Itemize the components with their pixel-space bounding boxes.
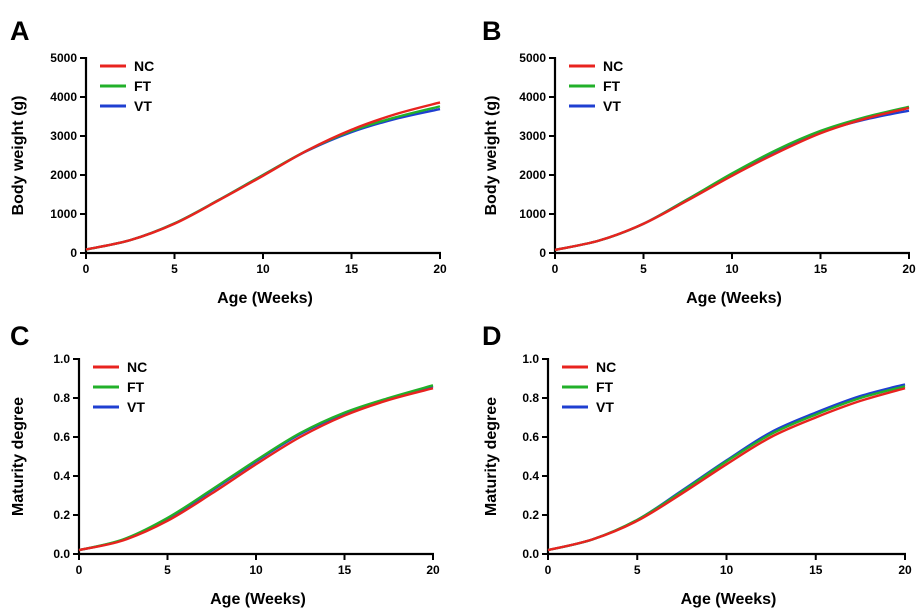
y-tick-label: 4000 (519, 90, 546, 104)
x-axis-title: Age (Weeks) (681, 591, 777, 608)
y-tick-label: 0.6 (53, 430, 70, 444)
panel-letter: B (482, 16, 502, 46)
x-tick-label: 5 (640, 262, 647, 276)
x-tick-label: 10 (720, 563, 734, 577)
x-tick-label: 0 (83, 262, 90, 276)
x-tick-label: 10 (256, 262, 270, 276)
series-line-ft (78, 384, 434, 552)
y-tick-label: 3000 (519, 129, 546, 143)
y-tick-label: 0.8 (53, 391, 70, 405)
y-tick-label: 1.0 (522, 352, 539, 366)
x-tick-label: 5 (164, 563, 171, 577)
y-tick-label: 2000 (50, 168, 77, 182)
panel-a: A 0 1000 2000 3000 4000 5000 0 5 10 15 20 Age (Weeks… (10, 16, 447, 307)
x-tick-label: 15 (338, 563, 352, 577)
series-line-ft (85, 105, 441, 251)
y-tick-label: 0.8 (522, 391, 539, 405)
x-tick-label: 0 (545, 563, 552, 577)
x-axis-title: Age (Weeks) (686, 290, 782, 307)
x-tick-label: 15 (814, 262, 828, 276)
y-tick-label: 2000 (519, 168, 546, 182)
x-tick-label: 20 (902, 262, 916, 276)
x-tick-label: 10 (725, 262, 739, 276)
y-axis-title: Body weight (g) (10, 96, 27, 216)
legend-label-vt: VT (134, 98, 152, 114)
panel-letter: A (10, 16, 30, 46)
panel-letter: C (10, 321, 30, 351)
y-tick-label: 0.6 (522, 430, 539, 444)
legend-label-vt: VT (127, 399, 145, 415)
y-tick-label: 0.2 (53, 508, 70, 522)
y-tick-label: 1.0 (53, 352, 70, 366)
x-axis-title: Age (Weeks) (210, 591, 306, 608)
y-tick-label: 0.4 (522, 469, 539, 483)
panel-c: C 0.0 0.2 0.4 0.6 0.8 1.0 0 5 10 15 20 Age (Weeks) Ma… (10, 321, 440, 608)
y-tick-label: 0.0 (522, 547, 539, 561)
legend-label-nc: NC (127, 359, 147, 375)
x-tick-label: 5 (634, 563, 641, 577)
x-axis-title: Age (Weeks) (217, 290, 313, 307)
y-tick-label: 5000 (519, 51, 546, 65)
y-tick-label: 0.4 (53, 469, 70, 483)
panel-letter: D (482, 321, 502, 351)
legend-label-ft: FT (134, 78, 152, 94)
y-tick-label: 4000 (50, 90, 77, 104)
series-line-vt (554, 109, 910, 252)
series-line-nc (85, 101, 441, 251)
legend-label-ft: FT (603, 78, 621, 94)
legend-label-nc: NC (596, 359, 616, 375)
x-tick-label: 5 (171, 262, 178, 276)
x-tick-label: 10 (249, 563, 263, 577)
y-tick-label: 1000 (519, 207, 546, 221)
legend-label-nc: NC (134, 58, 154, 74)
y-axis-title: Maturity degree (10, 397, 27, 516)
legend-label-vt: VT (596, 399, 614, 415)
panel-d: D 0.0 0.2 0.4 0.6 0.8 1.0 0 5 10 15 20 Age (Weeks) Ma… (482, 321, 912, 608)
series-line-vt (85, 107, 441, 251)
series-line-nc (78, 387, 434, 552)
legend-label-vt: VT (603, 98, 621, 114)
y-tick-label: 5000 (50, 51, 77, 65)
y-tick-label: 0 (70, 246, 77, 260)
y-tick-label: 0 (539, 246, 546, 260)
legend-label-ft: FT (596, 379, 614, 395)
x-tick-label: 0 (552, 262, 559, 276)
legend-label-ft: FT (127, 379, 145, 395)
y-axis-title: Body weight (g) (483, 96, 500, 216)
x-tick-label: 15 (345, 262, 359, 276)
y-tick-label: 0.2 (522, 508, 539, 522)
x-tick-label: 20 (426, 563, 440, 577)
y-tick-label: 1000 (50, 207, 77, 221)
panel-b: B 0 1000 2000 3000 4000 5000 0 5 10 15 20 Age (Weeks… (482, 16, 916, 307)
y-axis-title: Maturity degree (483, 397, 500, 516)
series-line-nc (554, 106, 910, 252)
y-tick-label: 0.0 (53, 547, 70, 561)
series-line-ft (554, 105, 910, 252)
y-tick-label: 3000 (50, 129, 77, 143)
legend-label-nc: NC (603, 58, 623, 74)
series-line-nc (547, 387, 906, 552)
x-tick-label: 15 (809, 563, 823, 577)
x-tick-label: 0 (76, 563, 83, 577)
x-tick-label: 20 (433, 262, 447, 276)
x-tick-label: 20 (898, 563, 912, 577)
